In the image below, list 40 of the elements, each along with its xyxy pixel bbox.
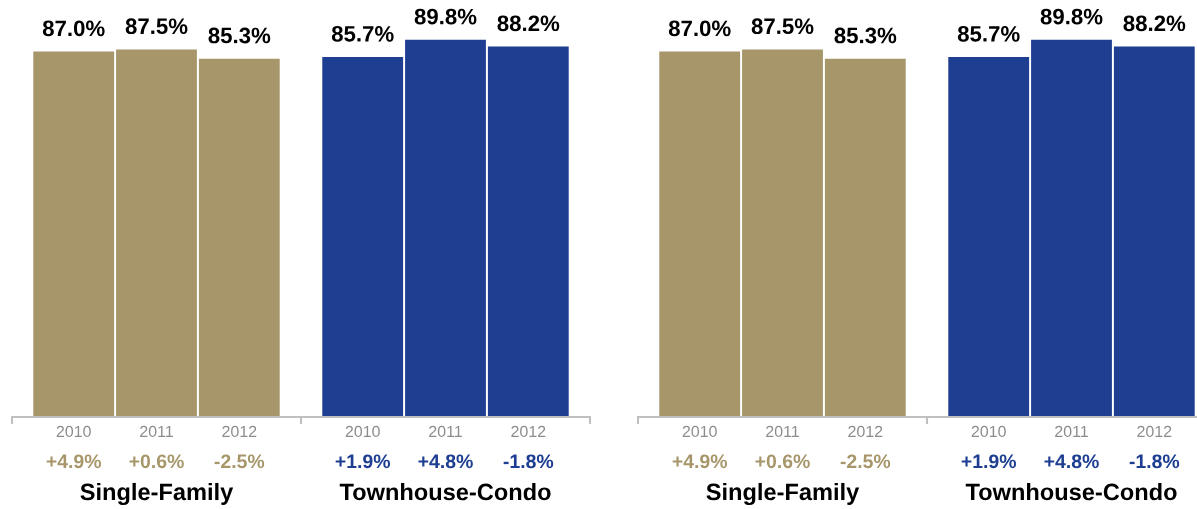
text: +4.8% [1044,454,1099,469]
data-label: 85.7% [331,25,394,42]
text: +0.6% [129,454,184,469]
text: -2.5% [214,454,265,469]
x-axis-title: Townhouse-Condo [339,482,551,501]
x-tick-label: 2010 [971,425,1006,438]
data-label: 87.0% [668,20,731,37]
x-axis-title: Single-Family [706,482,860,506]
data-label: 85.7% [957,25,1020,42]
x-tick-label: 2012 [848,425,883,438]
text: -1.8% [503,454,554,469]
data-label: 85.3% [834,27,897,44]
x-tick-label: 2011 [1055,425,1088,438]
data-label: 89.8% [414,8,477,25]
x-tick-label: 2012 [1137,425,1172,438]
data-label: 87.5% [751,18,814,35]
text: -1.8% [1129,454,1180,469]
data-label: 85.3% [208,27,271,44]
x-tick-label: 2011 [140,425,173,438]
x-axis-title: Townhouse-Condo [965,482,1177,501]
text: +4.9% [46,454,102,469]
text: +4.9% [672,454,728,469]
data-label: 88.2% [1123,15,1186,32]
x-axis-title: Single-Family [80,482,234,506]
data-label: 89.8% [1040,8,1103,25]
text: +1.9% [335,454,391,469]
x-tick-label: 2011 [429,425,462,438]
x-tick-label: 2012 [222,425,257,438]
text: -2.5% [840,454,891,469]
data-label: 87.5% [125,18,188,35]
data-label: 88.2% [497,15,560,32]
x-tick-label: 2010 [682,425,717,438]
data-label: 87.0% [42,20,105,37]
x-tick-label: 2011 [766,425,799,438]
text: +0.6% [755,454,810,469]
text: +1.9% [961,454,1017,469]
text: +4.8% [418,454,473,469]
x-tick-label: 2010 [345,425,380,438]
x-tick-label: 2012 [511,425,546,438]
x-tick-label: 2010 [56,425,91,438]
